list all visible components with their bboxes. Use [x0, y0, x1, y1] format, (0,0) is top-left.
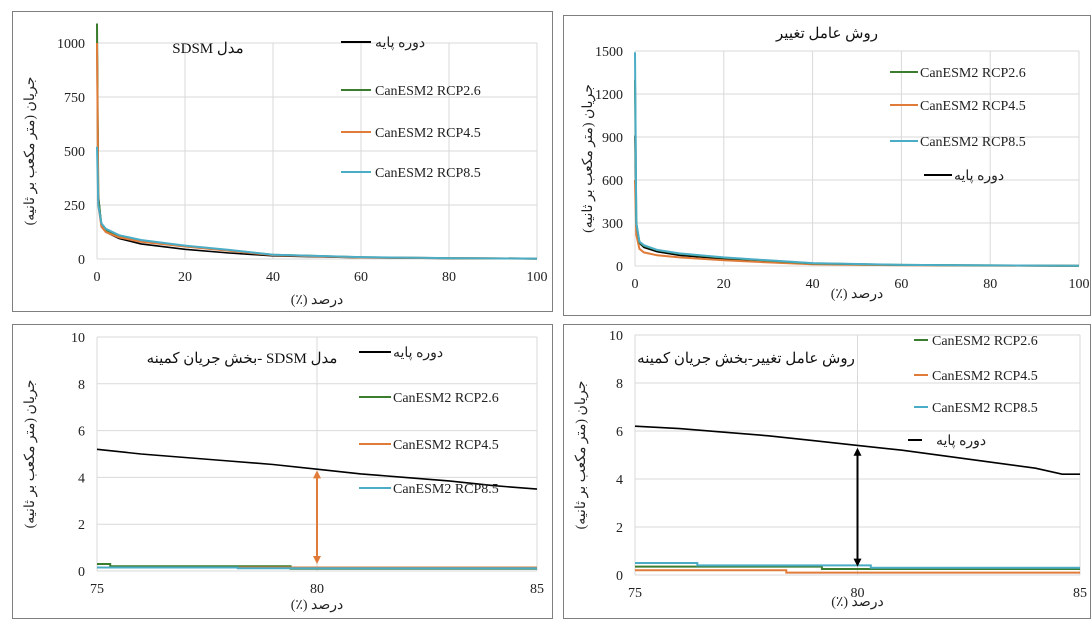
y-tick-label: 8	[616, 377, 623, 392]
x-axis-label: درصد (٪)	[831, 287, 884, 302]
legend-label-rcp85: CanESM2 RCP8.5	[375, 166, 481, 181]
y-tick-label: 0	[616, 569, 623, 584]
series-line-rcp85	[634, 52, 1080, 267]
chart-change-factor-low-flow: 75 80 85 0 2 4 6 8 10 درصد (٪) جریان (متر مکعب بر …	[574, 329, 1087, 610]
x-tick-label: 100	[527, 270, 548, 285]
x-tick-label: 0	[94, 270, 101, 285]
y-tick-label: 750	[64, 91, 85, 106]
x-tick-label: 85	[530, 582, 544, 597]
series-line-baseline	[96, 23, 538, 260]
arrow-head-top	[313, 470, 321, 479]
x-tick-label: 20	[717, 277, 731, 292]
legend-label-rcp85: CanESM2 RCP8.5	[932, 401, 1038, 416]
y-tick-label: 0	[78, 565, 85, 580]
y-tick-label: 1000	[57, 37, 85, 52]
x-tick-label: 80	[983, 277, 997, 292]
series-line-rcp26	[635, 565, 1080, 570]
y-axis-label: جریان (متر مکعب بر ثانیه)	[574, 381, 589, 530]
y-tick-label: 600	[602, 174, 623, 189]
x-tick-label: 80	[442, 270, 456, 285]
x-tick-label: 80	[851, 586, 865, 601]
arrow-head-bottom	[853, 558, 862, 567]
x-tick-label: 75	[90, 582, 104, 597]
y-tick-label: 250	[64, 199, 85, 214]
y-tick-label: 0	[78, 253, 85, 268]
y-axis-label: جریان (متر مکعب بر ثانیه)	[23, 380, 38, 529]
y-tick-label: 2	[78, 518, 85, 533]
chart-sdsm-low-flow: 75 80 85 0 2 4 6 8 10 درصد (٪) جریان (متر مکعب بر …	[23, 331, 544, 613]
x-tick-label: 80	[310, 582, 324, 597]
legend-label-rcp26: CanESM2 RCP2.6	[375, 84, 481, 99]
y-tick-label: 1500	[595, 45, 623, 60]
legend-label-rcp45: CanESM2 RCP4.5	[920, 99, 1026, 114]
chart-panel-change-factor: 0 20 40 60 80 100 0 300 600 900 1200 1500 درصد (٪) جر…	[563, 15, 1091, 316]
legend-label-baseline: دوره پایه	[375, 36, 425, 51]
legend-label-baseline: دوره پایه	[936, 434, 986, 449]
chart-panel-sdsm: 0 20 40 60 80 100 0 250 500 750 1000 درصد (٪) جریان …	[12, 11, 553, 312]
y-tick-label: 6	[78, 425, 85, 440]
legend-label-baseline: دوره پایه	[393, 346, 443, 361]
chart-panel-change-factor-low-flow: 75 80 85 0 2 4 6 8 10 درصد (٪) جریان (متر مکعب بر …	[563, 324, 1091, 619]
legend-label-rcp85: CanESM2 RCP8.5	[920, 135, 1026, 150]
x-tick-label: 100	[1069, 277, 1090, 292]
x-tick-label: 60	[894, 277, 908, 292]
legend-label-rcp45: CanESM2 RCP4.5	[932, 369, 1038, 384]
series-line-rcp85	[96, 146, 538, 260]
x-axis-label: درصد (٪)	[831, 595, 884, 610]
y-axis-label: جریان (متر مکعب بر ثانیه)	[581, 84, 596, 233]
chart-panel-sdsm-low-flow: 75 80 85 0 2 4 6 8 10 درصد (٪) جریان (متر مکعب بر …	[12, 324, 553, 619]
legend-label-rcp26: CanESM2 RCP2.6	[932, 334, 1038, 349]
y-tick-label: 4	[78, 471, 85, 486]
chart-title: مدل SDSM	[172, 41, 243, 57]
series-line-rcp85	[97, 566, 537, 570]
legend-label-rcp26: CanESM2 RCP2.6	[920, 66, 1026, 81]
y-tick-label: 10	[609, 329, 623, 344]
y-tick-label: 4	[616, 473, 623, 488]
y-tick-label: 0	[616, 260, 623, 275]
x-tick-label: 20	[178, 270, 192, 285]
x-tick-label: 75	[628, 586, 642, 601]
series-line-baseline	[96, 448, 538, 490]
legend-label-rcp26: CanESM2 RCP2.6	[393, 391, 499, 406]
y-tick-label: 900	[602, 131, 623, 146]
series-line-rcp26	[96, 23, 538, 260]
legend-label-baseline: دوره پایه	[954, 169, 1004, 184]
y-tick-label: 1200	[595, 88, 623, 103]
x-tick-label: 40	[806, 277, 820, 292]
x-axis-label: درصد (٪)	[291, 598, 344, 613]
y-tick-label: 6	[616, 425, 623, 440]
x-tick-label: 40	[266, 270, 280, 285]
y-tick-label: 500	[64, 145, 85, 160]
y-tick-label: 10	[71, 331, 85, 346]
legend-label-rcp45: CanESM2 RCP4.5	[375, 126, 481, 141]
x-tick-label: 60	[354, 270, 368, 285]
arrow-head-bottom	[313, 555, 321, 564]
arrow-head-top	[853, 447, 862, 456]
y-tick-label: 300	[602, 217, 623, 232]
x-axis-label: درصد (٪)	[291, 293, 344, 308]
chart-title: روش عامل تغییر	[775, 26, 878, 42]
series-line-rcp45	[635, 569, 1080, 574]
series-line-baseline	[634, 135, 1080, 267]
legend-label-rcp85: CanESM2 RCP8.5	[393, 482, 499, 497]
x-tick-label: 85	[1073, 586, 1087, 601]
chart-title: روش عامل تغییر-بخش جریان کمینه	[637, 351, 855, 367]
y-tick-label: 2	[616, 521, 623, 536]
series-line-baseline	[634, 425, 1080, 475]
y-axis-label: جریان (متر مکعب بر ثانیه)	[23, 77, 38, 226]
chart-title: مدل SDSM -بخش جریان کمینه	[147, 351, 338, 367]
series-line-rcp85	[635, 562, 1080, 569]
y-tick-label: 8	[78, 378, 85, 393]
legend-label-rcp45: CanESM2 RCP4.5	[393, 438, 499, 453]
x-tick-label: 0	[632, 277, 639, 292]
chart-change-factor: 0 20 40 60 80 100 0 300 600 900 1200 1500 درصد (٪) جر…	[581, 26, 1090, 302]
